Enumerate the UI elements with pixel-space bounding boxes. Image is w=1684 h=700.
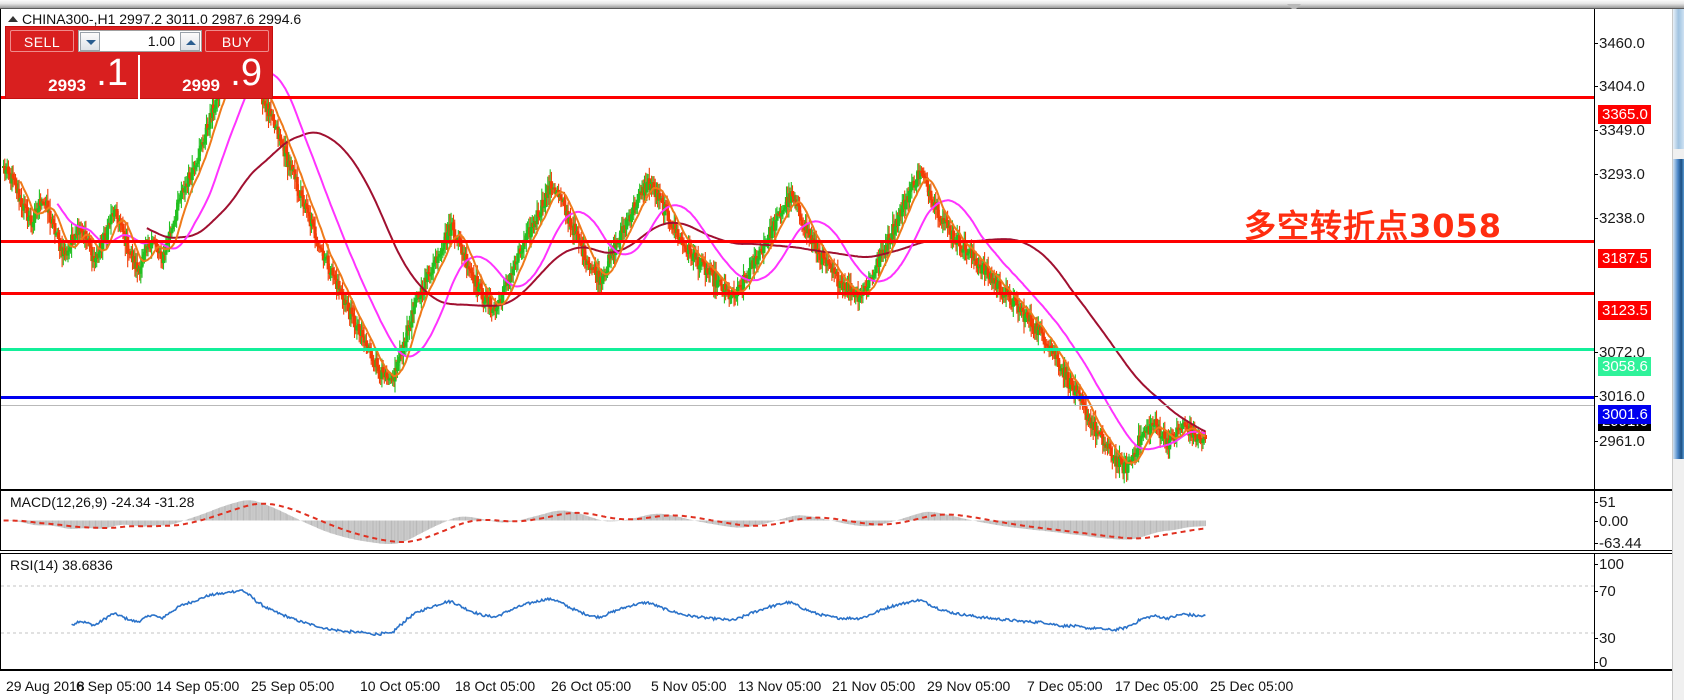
- volume-decrement-button[interactable]: [80, 32, 100, 51]
- collapse-arrow-icon[interactable]: [8, 16, 18, 22]
- volume-increment-button[interactable]: [180, 32, 200, 51]
- volume-value[interactable]: 1.00: [147, 33, 175, 49]
- time-label: 6 Sep 05:00: [76, 678, 152, 694]
- scrollbar-thumb[interactable]: [1673, 159, 1684, 459]
- level-line-3001: [1, 396, 1594, 399]
- level-line-2991: [1, 405, 1594, 406]
- time-label: 26 Oct 05:00: [551, 678, 632, 694]
- time-axis: 29 Aug 2018 6 Sep 05:00 14 Sep 05:00 25 Sep…: [0, 670, 1684, 700]
- price-tick-3349-0: 3349.0: [1594, 122, 1645, 139]
- time-label: 25 Sep 05:00: [251, 678, 335, 694]
- rsi-axis: 100 70 30 0: [1593, 554, 1683, 671]
- level-line-3187: [1, 240, 1594, 243]
- rsi-plot-area[interactable]: RSI(14) 38.6836: [1, 554, 1594, 669]
- window-top-strip: [0, 0, 1684, 11]
- time-label: 17 Dec 05:00: [1115, 678, 1199, 694]
- level-line-3365: [1, 96, 1594, 99]
- sell-price-integer: 2993: [48, 76, 86, 95]
- time-label: 10 Oct 05:00: [360, 678, 441, 694]
- price-axis[interactable]: 3460.0 3404.0 3349.0 3293.0 3238.0 3072.0 3016…: [1594, 9, 1683, 489]
- price-tick-3238-0: 3238.0: [1594, 210, 1645, 227]
- time-label: 29 Nov 05:00: [927, 678, 1011, 694]
- rsi-pane: RSI(14) 38.6836 100 70 30 0: [0, 553, 1684, 670]
- rsi-tick-30: 30: [1594, 630, 1616, 647]
- buy-button[interactable]: BUY: [205, 30, 269, 52]
- price-tick-2961-0: 2961.0: [1594, 433, 1645, 450]
- rsi-tick-100: 100: [1593, 556, 1625, 573]
- time-label: 14 Sep 05:00: [156, 678, 240, 694]
- time-label: 29 Aug 2018: [6, 678, 85, 694]
- macd-axis: 51 0.00 -63.44: [1593, 491, 1683, 552]
- chevron-up-icon: [186, 40, 196, 45]
- price-tag-3123-5: 3123.5: [1598, 301, 1651, 320]
- symbol-header: CHINA300-,H1 2997.2 3011.0 2987.6 2994.6: [22, 11, 302, 27]
- one-click-trading-panel[interactable]: SELL 1.00 BUY 2993 .1 2999 .9: [5, 26, 273, 99]
- price-pane: 多空转折点3058 3460.0 3404.0 3349.0 3293.0 3238.0…: [0, 9, 1684, 490]
- time-label: 7 Dec 05:00: [1027, 678, 1103, 694]
- price-tag-3001-6: 3001.6: [1598, 405, 1651, 424]
- price-tag-3365-0: 3365.0: [1598, 105, 1651, 124]
- time-label: 5 Nov 05:00: [651, 678, 727, 694]
- level-line-3058: [1, 348, 1594, 351]
- macd-pane: MACD(12,26,9) -24.34 -31.28 51 0.00 -63.44: [0, 490, 1684, 551]
- time-label: 18 Oct 05:00: [455, 678, 536, 694]
- level-line-3123: [1, 292, 1594, 295]
- price-tick-3460-0: 3460.0: [1594, 35, 1645, 52]
- sell-button[interactable]: SELL: [10, 30, 74, 52]
- trade-panel-controls: SELL 1.00 BUY: [6, 27, 274, 55]
- macd-tick-51: 51: [1594, 494, 1616, 511]
- price-tick-3293-0: 3293.0: [1594, 166, 1645, 183]
- volume-stepper[interactable]: 1.00: [78, 30, 202, 52]
- chart-annotation: 多空转折点3058: [1244, 207, 1503, 245]
- rsi-caption: RSI(14) 38.6836: [8, 557, 115, 573]
- sell-price-cell[interactable]: 2993 .1: [7, 52, 140, 99]
- time-label: 13 Nov 05:00: [738, 678, 822, 694]
- price-tag-3058-6: 3058.6: [1598, 357, 1651, 376]
- macd-tick-6344: -63.44: [1594, 535, 1642, 552]
- scroll-marker-icon: [1287, 4, 1301, 11]
- price-tick-3072-0: 3072.0: [1594, 344, 1645, 361]
- price-tick-3016-0: 3016.0: [1594, 388, 1645, 405]
- rsi-tick-70: 70: [1594, 583, 1616, 600]
- buy-price-decimal: .9: [230, 52, 262, 94]
- sell-price-decimal: .1: [96, 52, 128, 94]
- time-label: 21 Nov 05:00: [832, 678, 916, 694]
- time-label: 25 Dec 05:00: [1210, 678, 1294, 694]
- chevron-down-icon: [86, 40, 96, 45]
- buy-price-integer: 2999: [182, 76, 220, 95]
- price-tag-3187-5: 3187.5: [1598, 249, 1651, 268]
- rsi-tick-0: 0: [1593, 654, 1608, 671]
- macd-tick-000: 0.00: [1593, 513, 1629, 530]
- price-plot-area[interactable]: 多空转折点3058: [1, 9, 1594, 489]
- macd-series: [3, 500, 1206, 544]
- macd-plot-area[interactable]: MACD(12,26,9) -24.34 -31.28: [1, 491, 1594, 550]
- macd-caption: MACD(12,26,9) -24.34 -31.28: [8, 494, 197, 510]
- price-tick-3404-0: 3404.0: [1594, 78, 1645, 95]
- candlestick-series: [2, 30, 1208, 484]
- vertical-scrollbar[interactable]: [1672, 9, 1684, 700]
- buy-price-cell[interactable]: 2999 .9: [141, 52, 272, 99]
- scrollbar-track-top[interactable]: [1673, 9, 1684, 149]
- rsi-series: [1, 585, 1594, 637]
